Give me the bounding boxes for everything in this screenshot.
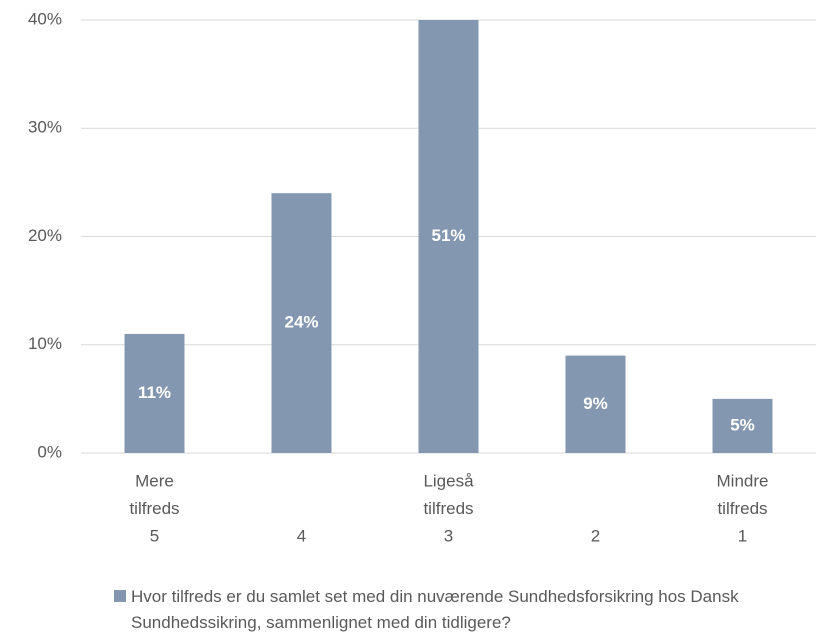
legend-label: Hvor tilfreds er du samlet set med din n… bbox=[131, 587, 739, 632]
value-label: 11% bbox=[138, 383, 171, 402]
x-tick-label: Mindre bbox=[717, 471, 769, 490]
x-tick-label: tilfreds bbox=[717, 499, 767, 518]
x-tick-label: 4 bbox=[297, 526, 306, 545]
bar bbox=[124, 333, 185, 453]
value-label: 5% bbox=[730, 415, 755, 434]
legend: Hvor tilfreds er du samlet set med din n… bbox=[114, 584, 794, 636]
y-tick-label: 40% bbox=[28, 9, 62, 28]
chart: 0% 10% 20% 30% 40% 11% Mere tilfreds 5 24% 4 51% Lig… bbox=[28, 9, 816, 545]
x-tick-label: 1 bbox=[738, 526, 747, 545]
x-tick-label: 5 bbox=[150, 526, 159, 545]
legend-swatch bbox=[114, 590, 126, 602]
bar bbox=[271, 193, 332, 453]
x-tick-label: 3 bbox=[444, 526, 453, 545]
bar bbox=[712, 398, 773, 453]
bar bbox=[565, 355, 626, 453]
x-tick-label: Mere bbox=[135, 471, 174, 490]
y-tick-label: 30% bbox=[28, 118, 62, 137]
x-tick-label: 2 bbox=[591, 526, 600, 545]
y-tick-label: 20% bbox=[28, 226, 62, 245]
value-label: 24% bbox=[284, 313, 318, 332]
x-tick-label: Ligeså bbox=[423, 471, 474, 490]
value-label: 9% bbox=[583, 394, 608, 413]
y-tick-label: 10% bbox=[28, 334, 62, 353]
value-label: 51% bbox=[431, 226, 465, 245]
y-tick-label: 0% bbox=[37, 442, 62, 461]
bar bbox=[418, 20, 479, 454]
x-tick-label: tilfreds bbox=[423, 499, 473, 518]
x-tick-label: tilfreds bbox=[129, 499, 179, 518]
